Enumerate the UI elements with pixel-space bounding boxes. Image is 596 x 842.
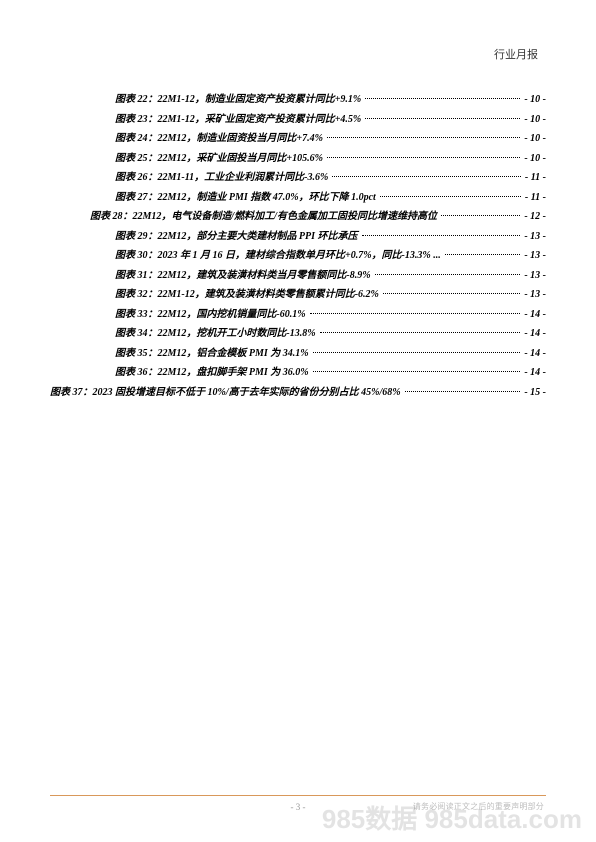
toc-entry-page: - 14 -	[522, 344, 546, 364]
toc-entry-label: 图表 26：22M1-11，工业企业利润累计同比-3.6%	[115, 168, 330, 188]
toc-leader-dots	[365, 118, 520, 119]
header-title: 行业月报	[494, 49, 538, 61]
footer-divider	[50, 795, 546, 796]
page: 行业月报 图表 22：22M1-12，制造业固定资产投资累计同比+9.1% - 1…	[0, 0, 596, 842]
toc-leader-dots	[441, 215, 520, 216]
toc-entry-label: 图表 33：22M12，国内挖机销量同比-60.1%	[115, 305, 308, 325]
toc-leader-dots	[405, 391, 521, 392]
toc-leader-dots	[445, 254, 521, 255]
toc-entry-label: 图表 36：22M12，盘扣脚手架 PMI 为 36.0%	[115, 363, 311, 383]
toc-leader-dots	[327, 157, 520, 158]
toc-entry: 图表 29：22M12，部分主要大类建材制品 PPI 环比承压 - 13 -	[50, 227, 546, 247]
toc-entry: 图表 24：22M12，制造业固资投当月同比+7.4% - 10 -	[50, 129, 546, 149]
toc-leader-dots	[313, 352, 521, 353]
toc-leader-dots	[320, 332, 521, 333]
toc-entry-label: 图表 25：22M12，采矿业固投当月同比+105.6%	[115, 149, 325, 169]
toc-entry-page: - 15 -	[522, 383, 546, 403]
toc-entry: 图表 28：22M12，电气设备制造/燃料加工/有色金属加工固投同比增速维持高位…	[50, 207, 546, 227]
toc-leader-dots	[310, 313, 521, 314]
toc-entry-label: 图表 28：22M12，电气设备制造/燃料加工/有色金属加工固投同比增速维持高位	[90, 207, 439, 227]
toc-entry: 图表 23：22M1-12，采矿业固定资产投资累计同比+4.5% - 10 -	[50, 110, 546, 130]
toc-entry: 图表 22：22M1-12，制造业固定资产投资累计同比+9.1% - 10 -	[50, 90, 546, 110]
toc-entry-label: 图表 23：22M1-12，采矿业固定资产投资累计同比+4.5%	[115, 110, 363, 130]
table-of-contents: 图表 22：22M1-12，制造业固定资产投资累计同比+9.1%- 10 -图表…	[50, 90, 546, 402]
toc-entry-label: 图表 34：22M12，挖机开工小时数同比-13.8%	[115, 324, 318, 344]
toc-entry-page: - 13 -	[522, 246, 546, 266]
toc-entry-page: - 10 -	[522, 129, 546, 149]
toc-leader-dots	[313, 371, 521, 372]
toc-leader-dots	[332, 176, 521, 177]
toc-entry-page: - 13 -	[522, 285, 546, 305]
watermark: 985数据 985data.com	[322, 799, 582, 836]
toc-entry-page: - 13 -	[522, 266, 546, 286]
toc-entry-page: - 10 -	[522, 110, 546, 130]
toc-entry: 图表 30：2023 年 1 月 16 日，建材综合指数单月环比+0.7%，同比…	[50, 246, 546, 266]
toc-entry-page: - 11 -	[523, 168, 546, 188]
toc-entry-page: - 11 -	[523, 188, 546, 208]
toc-entry: 图表 25：22M12，采矿业固投当月同比+105.6% - 10 -	[50, 149, 546, 169]
toc-entry: 图表 35：22M12，铝合金模板 PMI 为 34.1% - 14 -	[50, 344, 546, 364]
toc-entry: 图表 32：22M1-12，建筑及装潢材料类零售额累计同比-6.2% - 13 -	[50, 285, 546, 305]
toc-entry: 图表 26：22M1-11，工业企业利润累计同比-3.6% - 11 -	[50, 168, 546, 188]
toc-entry-page: - 10 -	[522, 90, 546, 110]
toc-entry-page: - 12 -	[522, 207, 546, 227]
toc-entry: 图表 37：2023 固投增速目标不低于 10%/高于去年实际的省份分别占比 4…	[50, 383, 546, 403]
toc-entry-label: 图表 31：22M12，建筑及装潢材料类当月零售额同比-8.9%	[115, 266, 373, 286]
toc-entry-page: - 10 -	[522, 149, 546, 169]
toc-leader-dots	[362, 235, 521, 236]
toc-entry-label: 图表 27：22M12，制造业 PMI 指数 47.0%，环比下降 1.0pct	[115, 188, 378, 208]
toc-entry-label: 图表 32：22M1-12，建筑及装潢材料类零售额累计同比-6.2%	[115, 285, 381, 305]
toc-entry-page: - 14 -	[522, 305, 546, 325]
toc-entry: 图表 31：22M12，建筑及装潢材料类当月零售额同比-8.9% - 13 -	[50, 266, 546, 286]
toc-entry: 图表 33：22M12，国内挖机销量同比-60.1% - 14 -	[50, 305, 546, 325]
toc-leader-dots	[383, 293, 520, 294]
toc-leader-dots	[375, 274, 521, 275]
toc-entry-label: 图表 35：22M12，铝合金模板 PMI 为 34.1%	[115, 344, 311, 364]
toc-entry-label: 图表 30：2023 年 1 月 16 日，建材综合指数单月环比+0.7%，同比…	[115, 246, 443, 266]
toc-entry-page: - 13 -	[522, 227, 546, 247]
toc-entry-label: 图表 29：22M12，部分主要大类建材制品 PPI 环比承压	[115, 227, 360, 247]
toc-entry: 图表 34：22M12，挖机开工小时数同比-13.8% - 14 -	[50, 324, 546, 344]
toc-entry: 图表 27：22M12，制造业 PMI 指数 47.0%，环比下降 1.0pct…	[50, 188, 546, 208]
toc-entry: 图表 36：22M12，盘扣脚手架 PMI 为 36.0% - 14 -	[50, 363, 546, 383]
toc-leader-dots	[327, 137, 520, 138]
report-header: 行业月报	[494, 46, 538, 62]
toc-entry-label: 图表 22：22M1-12，制造业固定资产投资累计同比+9.1%	[115, 90, 363, 110]
toc-entry-page: - 14 -	[522, 324, 546, 344]
toc-entry-label: 图表 24：22M12，制造业固资投当月同比+7.4%	[115, 129, 325, 149]
toc-leader-dots	[365, 98, 520, 99]
toc-entry-page: - 14 -	[522, 363, 546, 383]
toc-entry-label: 图表 37：2023 固投增速目标不低于 10%/高于去年实际的省份分别占比 4…	[50, 383, 403, 403]
toc-leader-dots	[380, 196, 521, 197]
